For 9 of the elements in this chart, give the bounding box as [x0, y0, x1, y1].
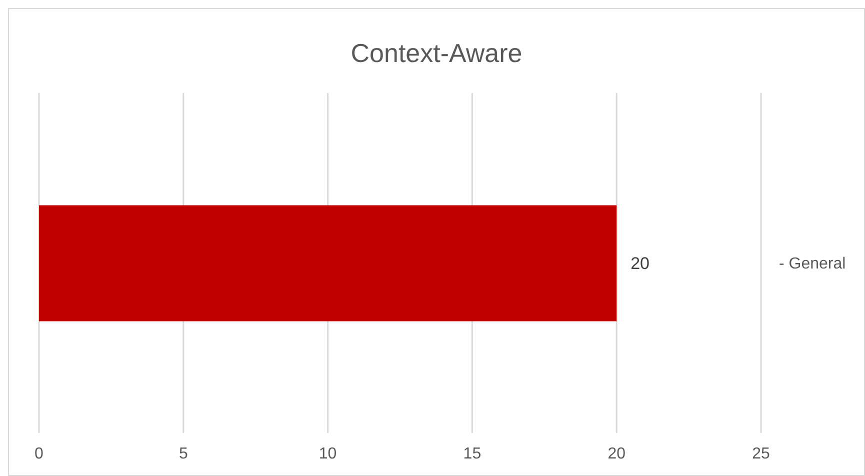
- x-tick-label: 5: [178, 445, 188, 462]
- chart-title: Context-Aware: [350, 38, 522, 68]
- x-tick-label: 20: [608, 445, 626, 462]
- data-label: 20: [630, 254, 650, 274]
- x-tick-label: 0: [34, 445, 44, 462]
- x-tick-label: 15: [463, 445, 482, 462]
- x-tick-label: 25: [752, 445, 770, 462]
- x-tick-label: 10: [318, 445, 337, 462]
- y-tick-label: - General: [779, 256, 846, 273]
